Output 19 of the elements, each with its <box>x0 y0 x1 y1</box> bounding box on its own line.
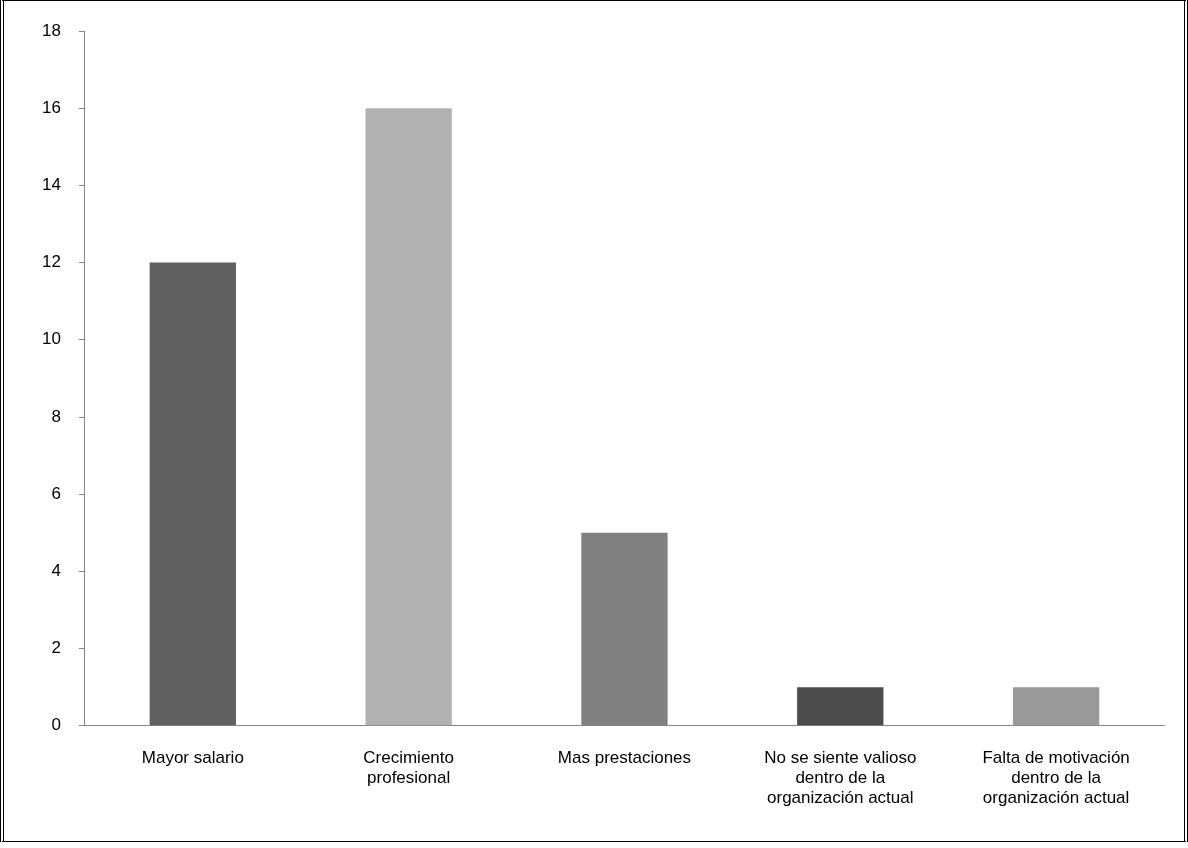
y-tick-label: 6 <box>51 483 61 503</box>
y-tick-label: 8 <box>51 406 61 426</box>
bar <box>365 108 452 726</box>
y-tick-label: 12 <box>41 252 61 272</box>
y-tick-label: 10 <box>41 329 61 349</box>
bar <box>797 687 884 726</box>
bar <box>1012 687 1100 726</box>
x-tick-label: No se siente valioso dentro de la organización actual <box>764 747 917 808</box>
x-tick-label: Crecimiento profesional <box>363 747 454 788</box>
x-tick-label: Mayor salario <box>141 747 244 767</box>
y-tick-label: 2 <box>51 638 61 658</box>
y-tick-label: 18 <box>41 20 61 40</box>
x-tick-label: Falta de motivación dentro de la organización actual <box>982 747 1130 808</box>
bar <box>149 262 236 726</box>
y-tick-label: 14 <box>41 175 61 195</box>
y-tick-label: 0 <box>51 715 61 735</box>
y-tick-label: 16 <box>41 97 61 117</box>
y-tick-label: 4 <box>51 561 61 581</box>
x-tick-label: Mas prestaciones <box>557 747 692 767</box>
